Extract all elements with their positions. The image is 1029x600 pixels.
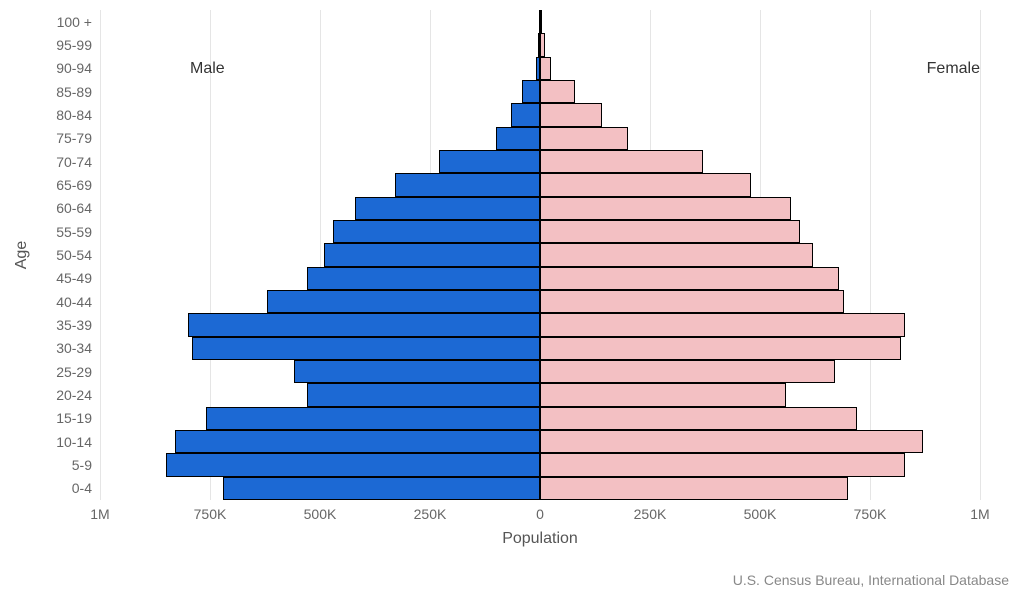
grid-line bbox=[980, 10, 981, 500]
center-axis bbox=[539, 10, 541, 500]
y-tick-label: 50-54 bbox=[56, 247, 100, 263]
y-tick-label: 15-19 bbox=[56, 410, 100, 426]
male-bar bbox=[166, 453, 540, 476]
female-bar bbox=[540, 173, 751, 196]
y-tick-label: 10-14 bbox=[56, 434, 100, 450]
male-bar bbox=[223, 477, 540, 500]
y-tick-label: 45-49 bbox=[56, 270, 100, 286]
female-bar bbox=[540, 197, 791, 220]
female-series-label: Female bbox=[927, 60, 980, 78]
male-bar bbox=[192, 337, 540, 360]
x-tick-label: 250K bbox=[634, 500, 667, 522]
y-tick-label: 35-39 bbox=[56, 317, 100, 333]
y-tick-label: 70-74 bbox=[56, 154, 100, 170]
male-bar bbox=[307, 267, 540, 290]
female-bar bbox=[540, 103, 602, 126]
female-bar bbox=[540, 337, 901, 360]
female-bar bbox=[540, 267, 839, 290]
y-tick-label: 60-64 bbox=[56, 200, 100, 216]
x-tick-label: 250K bbox=[414, 500, 447, 522]
source-note: U.S. Census Bureau, International Databa… bbox=[733, 572, 1009, 588]
x-tick-label: 0 bbox=[536, 500, 544, 522]
male-bar bbox=[333, 220, 540, 243]
y-tick-label: 25-29 bbox=[56, 364, 100, 380]
y-tick-label: 80-84 bbox=[56, 107, 100, 123]
female-bar bbox=[540, 150, 703, 173]
female-bar bbox=[540, 220, 800, 243]
female-bar bbox=[540, 407, 857, 430]
female-bar bbox=[540, 383, 786, 406]
female-bar bbox=[540, 80, 575, 103]
female-bar bbox=[540, 360, 835, 383]
male-bar bbox=[395, 173, 540, 196]
y-tick-label: 75-79 bbox=[56, 130, 100, 146]
x-axis-title: Population bbox=[502, 530, 578, 548]
male-bar bbox=[522, 80, 540, 103]
male-bar bbox=[188, 313, 540, 336]
y-tick-label: 85-89 bbox=[56, 84, 100, 100]
male-bar bbox=[496, 127, 540, 150]
male-bar bbox=[294, 360, 540, 383]
y-tick-label: 55-59 bbox=[56, 224, 100, 240]
female-bar bbox=[540, 313, 905, 336]
population-pyramid-chart: 1M 750K 500K 250K 0 250K 500K 750K 1M 0-4 5-9 10-14… bbox=[0, 0, 1029, 600]
x-tick-label: 750K bbox=[194, 500, 227, 522]
male-bar bbox=[307, 383, 540, 406]
male-bar bbox=[355, 197, 540, 220]
male-bar bbox=[439, 150, 540, 173]
grid-line bbox=[870, 10, 871, 500]
y-tick-label: 95-99 bbox=[56, 37, 100, 53]
y-tick-label: 100 + bbox=[57, 14, 100, 30]
male-bar bbox=[175, 430, 540, 453]
y-tick-label: 65-69 bbox=[56, 177, 100, 193]
y-axis-title: Age bbox=[13, 241, 31, 269]
y-tick-label: 20-24 bbox=[56, 387, 100, 403]
x-tick-label: 750K bbox=[854, 500, 887, 522]
male-bar bbox=[511, 103, 540, 126]
x-tick-label: 500K bbox=[304, 500, 337, 522]
plot-area: 1M750K500K250K0250K500K750K1M0-45-910-14… bbox=[100, 10, 980, 500]
female-bar bbox=[540, 453, 905, 476]
x-tick-label: 1M bbox=[970, 500, 989, 522]
male-bar bbox=[267, 290, 540, 313]
female-bar bbox=[540, 290, 844, 313]
grid-line bbox=[100, 10, 101, 500]
y-tick-label: 0-4 bbox=[72, 480, 100, 496]
male-bar bbox=[324, 243, 540, 266]
y-tick-label: 30-34 bbox=[56, 340, 100, 356]
y-tick-label: 40-44 bbox=[56, 294, 100, 310]
y-tick-label: 90-94 bbox=[56, 60, 100, 76]
y-tick-label: 5-9 bbox=[72, 457, 100, 473]
female-bar bbox=[540, 57, 551, 80]
x-tick-label: 1M bbox=[90, 500, 109, 522]
male-series-label: Male bbox=[190, 60, 225, 78]
male-bar bbox=[206, 407, 540, 430]
female-bar bbox=[540, 243, 813, 266]
female-bar bbox=[540, 127, 628, 150]
female-bar bbox=[540, 477, 848, 500]
x-tick-label: 500K bbox=[744, 500, 777, 522]
female-bar bbox=[540, 430, 923, 453]
